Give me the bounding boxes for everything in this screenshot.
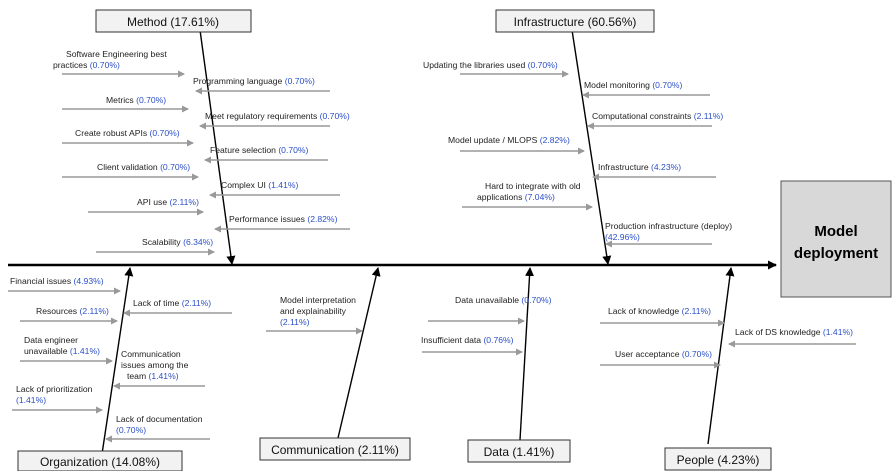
method-bone <box>199 29 236 265</box>
svg-text:Metrics (0.70%): Metrics (0.70%) <box>106 95 166 105</box>
svg-text:applications (7.04%): applications (7.04%) <box>477 192 555 202</box>
svg-text:Scalability (6.34%): Scalability (6.34%) <box>142 237 213 247</box>
svg-text:issues among the: issues among the <box>121 360 189 370</box>
svg-text:Resources (2.11%): Resources (2.11%) <box>36 306 109 316</box>
cause-data-unavailable: Data unavailable (0.70%) <box>428 295 552 325</box>
svg-text:(2.11%): (2.11%) <box>280 317 310 327</box>
svg-text:(0.70%): (0.70%) <box>116 425 146 435</box>
svg-text:Lack of DS knowledge (1.41%): Lack of DS knowledge (1.41%) <box>735 327 853 337</box>
cause-data-engineer: Data engineer unavailable (1.41%) <box>20 335 113 365</box>
svg-text:Data engineer: Data engineer <box>24 335 78 345</box>
svg-text:User acceptance (0.70%): User acceptance (0.70%) <box>615 349 712 359</box>
category-infrastructure: Infrastructure (60.56%) <box>495 9 655 33</box>
svg-text:Lack of prioritization: Lack of prioritization <box>16 384 93 394</box>
cause-lack-of-prioritization: Lack of prioritization (1.41%) <box>12 384 103 414</box>
svg-text:unavailable (1.41%): unavailable (1.41%) <box>24 346 100 356</box>
cause-updating-libraries: Updating the libraries used (0.70%) <box>423 60 569 78</box>
cause-lack-of-documentation: Lack of documentation (0.70%) <box>105 414 210 443</box>
category-organization: Organization (14.08%) <box>17 450 183 471</box>
svg-text:People (4.23%): People (4.23%) <box>677 453 760 467</box>
svg-text:API use (2.11%): API use (2.11%) <box>137 197 199 207</box>
svg-text:team (1.41%): team (1.41%) <box>127 371 179 381</box>
data-bone <box>519 267 535 441</box>
category-people: People (4.23%) <box>664 447 772 471</box>
svg-text:Model interpretation: Model interpretation <box>280 295 356 305</box>
cause-api-use: API use (2.11%) <box>88 197 204 216</box>
cause-lack-of-knowledge: Lack of knowledge (2.11%) <box>600 306 725 327</box>
svg-text:Software Engineering best: Software Engineering best <box>66 49 167 59</box>
cause-computational-constraints: Computational constraints (2.11%) <box>587 111 723 130</box>
svg-text:Financial issues (4.93%): Financial issues (4.93%) <box>10 276 104 286</box>
cause-model-update: Model update / MLOPS (2.82%) <box>448 135 585 155</box>
cause-communication-issues: Communication issues among the team (1.4… <box>113 349 205 390</box>
svg-text:Model monitoring (0.70%): Model monitoring (0.70%) <box>584 80 683 90</box>
cause-scalability: Scalability (6.34%) <box>96 237 215 256</box>
svg-text:Data unavailable (0.70%): Data unavailable (0.70%) <box>455 295 552 305</box>
effect-title-line1: Model <box>814 223 857 240</box>
cause-production-infrastructure: Production infrastructure (deploy) (42.9… <box>605 221 732 248</box>
effect-box: Model deployment <box>780 180 892 298</box>
svg-text:(1.41%): (1.41%) <box>16 395 46 405</box>
cause-programming-language: Programming language (0.70%) <box>193 76 330 95</box>
svg-text:Updating the libraries used (0: Updating the libraries used (0.70%) <box>423 60 558 70</box>
effect-title-line2: deployment <box>794 245 878 262</box>
cause-resources: Resources (2.11%) <box>20 306 118 325</box>
cause-model-interpretation: Model interpretation and explainability … <box>266 295 363 335</box>
svg-text:Complex UI (1.41%): Complex UI (1.41%) <box>221 180 299 190</box>
cause-financial-issues: Financial issues (4.93%) <box>8 276 121 295</box>
cause-lack-of-ds-knowledge: Lack of DS knowledge (1.41%) <box>728 327 856 348</box>
organization-bone <box>101 267 134 455</box>
svg-text:Communication: Communication <box>121 349 181 359</box>
cause-model-monitoring: Model monitoring (0.70%) <box>582 80 710 99</box>
cause-feature-selection: Feature selection (0.70%) <box>204 145 328 164</box>
people-bone <box>707 267 735 445</box>
svg-text:Lack of time (2.11%): Lack of time (2.11%) <box>133 298 211 308</box>
svg-text:Production infrastructure (dep: Production infrastructure (deploy) <box>605 221 732 231</box>
svg-text:(42.96%): (42.96%) <box>605 232 640 242</box>
svg-text:Feature selection (0.70%): Feature selection (0.70%) <box>210 145 309 155</box>
svg-text:Infrastructure (4.23%): Infrastructure (4.23%) <box>598 162 681 172</box>
cause-client-validation: Client validation (0.70%) <box>62 162 199 181</box>
svg-text:Organization (14.08%): Organization (14.08%) <box>40 455 160 469</box>
svg-text:Meet regulatory requirements (: Meet regulatory requirements (0.70%) <box>205 111 350 121</box>
svg-text:Method (17.61%): Method (17.61%) <box>127 15 219 29</box>
cause-infrastructure: Infrastructure (4.23%) <box>592 162 716 181</box>
svg-text:Performance issues (2.82%): Performance issues (2.82%) <box>229 214 338 224</box>
infrastructure-bone <box>571 29 612 265</box>
svg-text:Lack of knowledge (2.11%): Lack of knowledge (2.11%) <box>608 306 711 316</box>
cause-user-acceptance: User acceptance (0.70%) <box>600 349 721 369</box>
cause-insufficient-data: Insufficient data (0.76%) <box>421 335 523 356</box>
svg-text:Programming language (0.70%): Programming language (0.70%) <box>193 76 315 86</box>
cause-hard-to-integrate: Hard to integrate with old applications … <box>462 181 593 211</box>
svg-text:Insufficient data (0.76%): Insufficient data (0.76%) <box>421 335 514 345</box>
cause-meet-regulatory: Meet regulatory requirements (0.70%) <box>199 111 350 130</box>
svg-text:Model update / MLOPS (2.82%): Model update / MLOPS (2.82%) <box>448 135 570 145</box>
svg-text:Create robust APIs (0.70%): Create robust APIs (0.70%) <box>75 128 180 138</box>
cause-robust-apis: Create robust APIs (0.70%) <box>62 128 194 147</box>
communication-bone <box>337 267 381 439</box>
svg-text:practices (0.70%): practices (0.70%) <box>53 60 120 70</box>
cause-performance-issues: Performance issues (2.82%) <box>214 214 350 233</box>
svg-text:and explainability: and explainability <box>280 306 347 316</box>
svg-text:Data (1.41%): Data (1.41%) <box>484 445 555 459</box>
cause-software-engineering: Software Engineering best practices (0.7… <box>53 49 185 78</box>
svg-text:Communication (2.11%): Communication (2.11%) <box>271 443 399 457</box>
svg-text:Computational constraints (2.1: Computational constraints (2.11%) <box>592 111 723 121</box>
svg-text:Hard to integrate with old: Hard to integrate with old <box>485 181 581 191</box>
svg-text:Client validation (0.70%): Client validation (0.70%) <box>97 162 190 172</box>
svg-text:Infrastructure (60.56%): Infrastructure (60.56%) <box>514 15 637 29</box>
category-data: Data (1.41%) <box>467 439 571 463</box>
cause-lack-of-time: Lack of time (2.11%) <box>123 298 232 317</box>
category-communication: Communication (2.11%) <box>259 437 411 461</box>
svg-text:Lack of documentation: Lack of documentation <box>116 414 203 424</box>
cause-complex-ui: Complex UI (1.41%) <box>209 180 340 199</box>
category-method: Method (17.61%) <box>95 9 252 33</box>
cause-metrics: Metrics (0.70%) <box>62 95 189 113</box>
